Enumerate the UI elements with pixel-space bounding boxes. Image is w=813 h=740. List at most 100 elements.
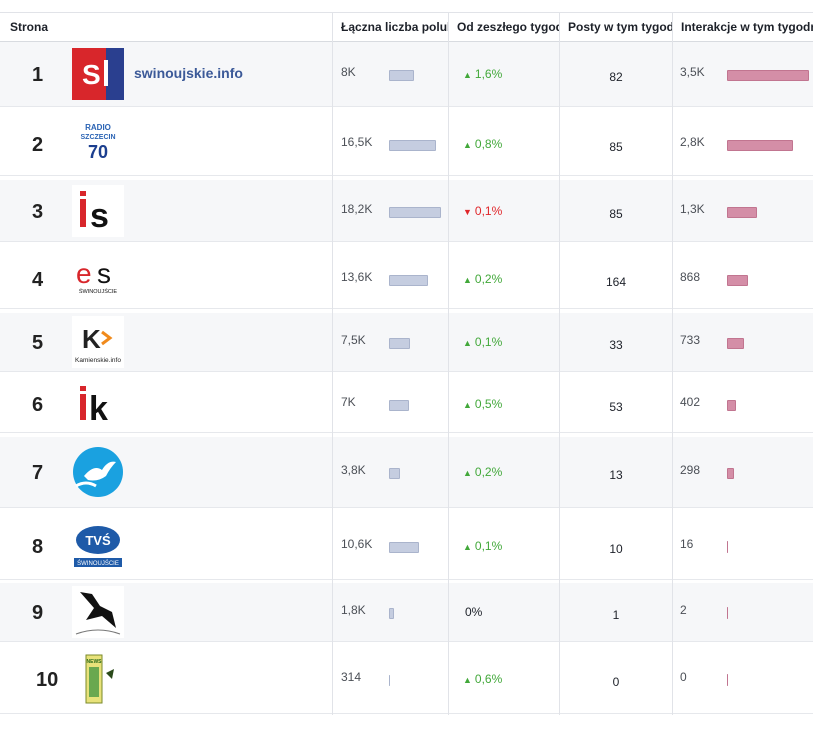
posts-count: 33 xyxy=(609,338,623,352)
weekly-change: ▲ 0,6% xyxy=(463,672,502,686)
page-logo-icon[interactable] xyxy=(72,446,124,498)
header-page[interactable]: Strona xyxy=(10,20,49,34)
page-logo-icon[interactable]: S xyxy=(72,48,124,100)
weekly-change: ▲ 0,2% xyxy=(463,465,502,479)
total-likes-bar xyxy=(389,468,400,479)
rank-number: 6 xyxy=(32,394,44,416)
table-header: Strona Łączna liczba polub Od zeszłego t… xyxy=(0,13,813,42)
svg-text:70: 70 xyxy=(88,142,108,162)
header-total-likes[interactable]: Łączna liczba polub xyxy=(341,20,448,34)
weekly-change: ▲ 1,6% xyxy=(463,67,502,81)
weekly-change-value: 0,2% xyxy=(474,465,503,479)
page-logo-icon[interactable] xyxy=(72,586,124,638)
total-likes-value: 10,6K xyxy=(341,537,373,551)
arrow-up-icon: ▲ xyxy=(463,140,472,150)
weekly-change-value: 0,8% xyxy=(474,137,503,151)
total-likes-value: 3,8K xyxy=(341,463,366,477)
table-row[interactable]: 4 e s ŚWINOUJŚCIE 13,6K ▲ 0,2% 164 868 xyxy=(0,250,813,309)
interactions-bar xyxy=(727,400,736,411)
weekly-change-value: 0% xyxy=(465,605,483,619)
weekly-change-value: 0,1% xyxy=(474,539,503,553)
interactions-bar xyxy=(727,674,728,686)
table-row[interactable]: 9 1,8K 0% 1 2 xyxy=(0,583,813,642)
svg-text:NEWS: NEWS xyxy=(87,659,103,665)
arrow-up-icon: ▲ xyxy=(463,542,472,552)
table-row[interactable]: 7 3,8K ▲ 0,2% 13 298 xyxy=(0,437,813,508)
header-change[interactable]: Od zeszłego tygod xyxy=(457,20,559,34)
svg-text:K: K xyxy=(82,324,101,354)
svg-text:RADIO: RADIO xyxy=(85,123,111,132)
total-likes-bar xyxy=(389,608,394,619)
rank-number: 10 xyxy=(36,669,59,691)
page-logo-icon[interactable]: NEWS xyxy=(72,653,124,705)
weekly-change: ▲ 0,8% xyxy=(463,137,502,151)
interactions-bar xyxy=(727,338,744,349)
interactions-bar xyxy=(727,140,793,151)
rank-number: 4 xyxy=(32,269,44,291)
total-likes-bar xyxy=(389,542,419,553)
posts-count: 0 xyxy=(612,675,620,689)
posts-count: 164 xyxy=(605,275,627,289)
arrow-up-icon: ▲ xyxy=(463,338,472,348)
interactions-value: 868 xyxy=(680,270,701,284)
table-row[interactable]: 2 RADIO SZCZECIN 70 16,5K ▲ 0,8% 85 2,8K xyxy=(0,113,813,176)
interactions-value: 2 xyxy=(680,603,687,617)
table-row[interactable]: 5 K Kamienskie.info 7,5K ▲ 0,1% 33 733 xyxy=(0,313,813,372)
weekly-change-value: 0,1% xyxy=(474,204,503,218)
page-logo-icon[interactable]: K Kamienskie.info xyxy=(72,316,124,368)
svg-text:SZCZECIN: SZCZECIN xyxy=(81,134,116,141)
header-posts[interactable]: Posty w tym tygod xyxy=(568,20,672,34)
svg-text:Kamienskie.info: Kamienskie.info xyxy=(75,357,121,364)
table-row[interactable]: 8 TVŚ ŚWINOUJŚCIE 10,6K ▲ 0,1% 10 16 xyxy=(0,513,813,580)
column-divider xyxy=(332,13,333,715)
column-divider xyxy=(672,13,673,715)
total-likes-bar xyxy=(389,207,441,218)
header-interactions[interactable]: Interakcje w tym tygodn xyxy=(681,20,813,34)
rank-number: 3 xyxy=(32,201,44,223)
svg-text:ŚWINOUJŚCIE: ŚWINOUJŚCIE xyxy=(79,287,118,295)
interactions-value: 2,8K xyxy=(680,135,705,149)
page-logo-icon[interactable]: k xyxy=(72,378,124,430)
total-likes-bar xyxy=(389,338,410,349)
rank-number: 5 xyxy=(32,332,44,354)
table-row[interactable]: 3 s 18,2K ▼ 0,1% 85 1,3K xyxy=(0,180,813,242)
table-row[interactable]: 10 NEWS 314 ▲ 0,6% 0 0 xyxy=(0,645,813,714)
total-likes-value: 7,5K xyxy=(341,333,366,347)
posts-count: 10 xyxy=(609,542,623,556)
posts-count: 53 xyxy=(609,400,623,414)
page-name-link[interactable]: swinoujskie.info xyxy=(134,65,243,81)
posts-count: 85 xyxy=(609,140,623,154)
interactions-value: 402 xyxy=(680,395,701,409)
arrow-down-icon: ▼ xyxy=(463,207,472,217)
interactions-value: 298 xyxy=(680,463,701,477)
weekly-change: 0% xyxy=(465,605,482,619)
arrow-up-icon: ▲ xyxy=(463,468,472,478)
svg-text:TVŚ: TVŚ xyxy=(85,533,111,548)
svg-text:s: s xyxy=(97,258,111,289)
page-logo-icon[interactable]: e s ŚWINOUJŚCIE xyxy=(72,253,124,305)
arrow-up-icon: ▲ xyxy=(463,70,472,80)
posts-count: 13 xyxy=(609,468,623,482)
svg-text:k: k xyxy=(89,390,108,428)
weekly-change-value: 0,5% xyxy=(474,397,503,411)
page-logo-icon[interactable]: RADIO SZCZECIN 70 xyxy=(72,118,124,170)
rank-number: 7 xyxy=(32,462,44,484)
interactions-value: 1,3K xyxy=(680,202,705,216)
page-logo-icon[interactable]: s xyxy=(72,185,124,237)
page-logo-icon[interactable]: TVŚ ŚWINOUJŚCIE xyxy=(72,520,124,572)
total-likes-value: 16,5K xyxy=(341,135,373,149)
total-likes-value: 13,6K xyxy=(341,270,373,284)
interactions-value: 0 xyxy=(680,670,687,684)
interactions-bar xyxy=(727,607,728,619)
total-likes-value: 1,8K xyxy=(341,603,366,617)
weekly-change-value: 0,6% xyxy=(474,672,503,686)
rank-number: 1 xyxy=(32,64,44,86)
total-likes-bar xyxy=(389,140,436,151)
total-likes-value: 7K xyxy=(341,395,356,409)
interactions-bar xyxy=(727,70,809,81)
total-likes-bar xyxy=(389,400,409,411)
interactions-value: 16 xyxy=(680,537,694,551)
rank-number: 2 xyxy=(32,134,44,156)
table-row[interactable]: 6 k 7K ▲ 0,5% 53 402 xyxy=(0,376,813,433)
